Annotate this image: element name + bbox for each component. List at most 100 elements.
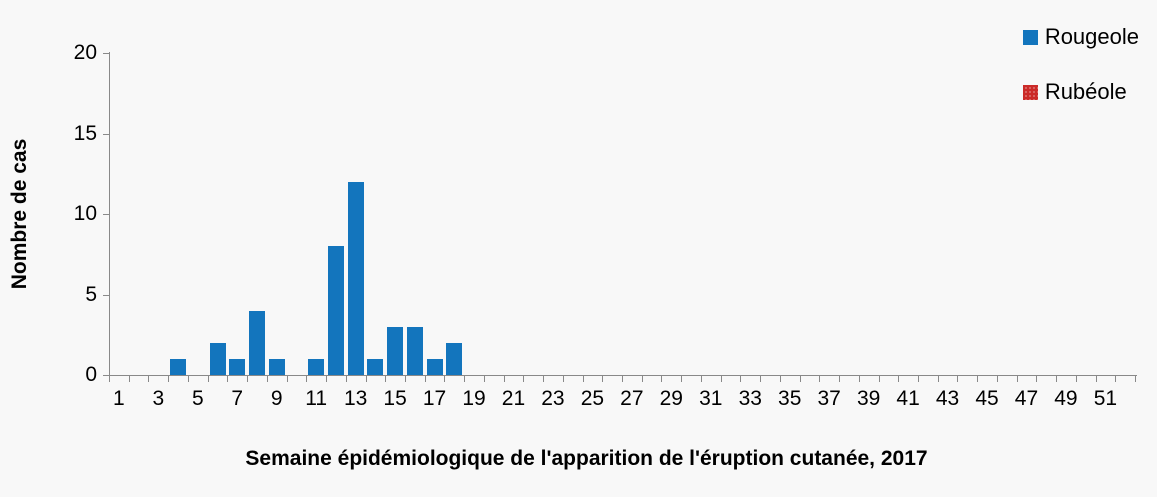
x-axis-tick xyxy=(622,376,623,382)
legend-item-rubeole: Rubéole xyxy=(1022,79,1139,104)
x-axis-line xyxy=(103,375,1137,376)
rougeole-swatch-icon xyxy=(1022,29,1038,45)
y-axis-tick xyxy=(103,375,109,376)
x-axis-tick xyxy=(326,376,328,382)
x-axis-tick-label: 47 xyxy=(1014,387,1039,410)
y-axis-tick xyxy=(103,294,109,296)
x-axis-tick xyxy=(1036,376,1038,382)
x-axis-tick xyxy=(700,376,702,382)
x-axis-tick xyxy=(779,376,781,382)
x-axis-tick xyxy=(661,376,663,382)
bar-rougeole-week-17 xyxy=(426,358,443,375)
x-axis-tick-label: 3 xyxy=(152,387,165,410)
x-axis-tick xyxy=(641,376,643,382)
x-axis-tick xyxy=(543,376,545,382)
x-axis-tick xyxy=(168,376,170,382)
x-axis-tick xyxy=(937,376,939,382)
x-axis-tick xyxy=(917,376,919,382)
x-axis-tick xyxy=(109,376,110,382)
x-axis-tick-label: 27 xyxy=(620,387,644,410)
x-axis-tick xyxy=(898,376,900,382)
x-axis-tick-label: 13 xyxy=(343,387,368,410)
x-axis-tick-label: 21 xyxy=(501,387,526,410)
x-axis-tick xyxy=(760,376,762,382)
x-axis-tick xyxy=(286,376,288,382)
x-axis-tick xyxy=(365,376,367,382)
x-axis-tick-label: 35 xyxy=(778,387,802,410)
x-axis-tick xyxy=(345,376,347,382)
y-axis-tick-label: 5 xyxy=(85,282,97,306)
legend-item-rougeole: Rougeole xyxy=(1022,24,1139,49)
legend-label-rougeole: Rougeole xyxy=(1044,24,1139,49)
bar-rougeole-week-15 xyxy=(387,326,404,375)
bar-rougeole-week-6 xyxy=(209,342,226,375)
x-axis-title: Semaine épidémiologique de l'apparition … xyxy=(245,447,928,470)
x-axis-tick xyxy=(582,376,584,382)
x-axis-tick-label: 37 xyxy=(817,387,841,410)
x-axis-tick-label: 15 xyxy=(383,387,407,410)
x-axis-tick xyxy=(1075,376,1077,382)
x-axis-tick xyxy=(562,376,564,382)
x-axis-tick xyxy=(957,376,959,382)
bar-rougeole-week-8 xyxy=(248,310,265,375)
x-axis-tick xyxy=(444,376,446,382)
x-axis-tick-label: 25 xyxy=(580,387,605,410)
x-axis-tick-label: 5 xyxy=(191,387,204,410)
y-axis-title: Nombre de cas xyxy=(8,138,31,290)
x-axis-tick xyxy=(227,376,229,382)
x-axis-tick-label: 11 xyxy=(305,387,328,410)
bar-rougeole-week-12 xyxy=(327,246,344,375)
y-axis-tick-label: 10 xyxy=(73,202,97,225)
x-axis-tick-label: 31 xyxy=(699,387,723,410)
x-axis-tick xyxy=(148,376,150,382)
legend-label-rubeole: Rubéole xyxy=(1044,79,1127,104)
x-axis-tick-label: 1 xyxy=(113,387,125,410)
x-axis-tick xyxy=(523,376,525,382)
bar-rougeole-week-14 xyxy=(367,358,384,375)
x-axis-tick-label: 43 xyxy=(935,387,960,410)
x-axis-tick xyxy=(720,376,722,382)
rubeole-swatch-icon xyxy=(1022,84,1038,100)
bar-rougeole-week-13 xyxy=(347,181,364,375)
bar-rougeole-week-11 xyxy=(308,358,325,375)
legend: Rougeole Rubéole xyxy=(1022,24,1139,136)
y-axis-tick-label: 15 xyxy=(73,121,97,145)
x-axis-tick xyxy=(681,376,683,382)
x-axis-tick xyxy=(483,376,485,382)
y-axis-tick xyxy=(103,53,109,54)
y-axis-tick xyxy=(103,214,109,215)
x-axis-tick-label: 29 xyxy=(659,387,683,410)
y-axis-line xyxy=(109,52,110,376)
x-axis-tick xyxy=(799,376,801,382)
x-axis-tick-label: 39 xyxy=(856,387,881,410)
bar-rougeole-week-9 xyxy=(268,358,285,375)
x-axis-tick xyxy=(503,376,505,382)
x-axis-tick xyxy=(839,376,841,382)
bar-rougeole-week-16 xyxy=(406,326,423,375)
x-axis-tick xyxy=(996,376,998,382)
x-axis-tick xyxy=(306,376,308,382)
x-axis-tick xyxy=(602,376,604,382)
x-axis-tick-label: 7 xyxy=(231,387,244,410)
x-axis-tick xyxy=(1056,376,1058,382)
x-axis-tick xyxy=(1095,376,1097,382)
x-axis-tick xyxy=(1115,376,1117,382)
x-axis-tick xyxy=(404,376,406,382)
x-axis-tick-label: 51 xyxy=(1093,387,1118,410)
x-axis-tick xyxy=(128,376,130,382)
x-axis-tick-label: 9 xyxy=(270,387,283,410)
x-axis-tick xyxy=(464,376,466,382)
x-axis-tick-label: 33 xyxy=(738,387,762,410)
x-axis-tick xyxy=(977,376,979,382)
x-axis-tick xyxy=(266,376,268,382)
y-axis-tick-label: 20 xyxy=(73,41,97,64)
x-axis-tick-label: 17 xyxy=(422,387,447,410)
x-axis-tick xyxy=(424,376,426,382)
x-axis-tick xyxy=(385,376,387,382)
bar-rougeole-week-4 xyxy=(170,358,187,375)
x-axis-tick xyxy=(740,376,742,382)
x-axis-tick xyxy=(1016,376,1018,382)
x-axis-tick xyxy=(878,376,880,382)
y-axis-tick-label: 0 xyxy=(85,363,97,386)
